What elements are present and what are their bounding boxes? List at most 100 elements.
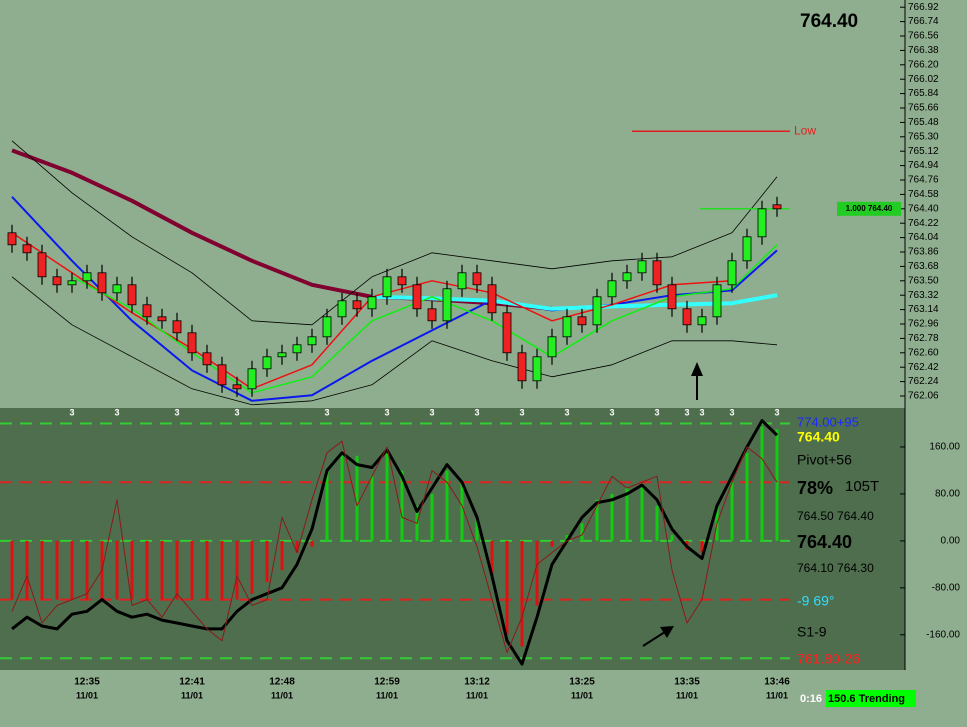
- side-label: 78%: [797, 478, 833, 498]
- histogram-bar: [430, 493, 434, 541]
- candle-body: [322, 316, 332, 338]
- histogram-bar: [760, 426, 764, 541]
- indicator-line: [11, 196, 778, 402]
- plot-layer: 766.92 766.74 766.56 766.38 766.20 766.02 765.…: [0, 2, 960, 707]
- candle-body: [52, 276, 62, 286]
- x-tick-label: 12:48: [269, 677, 295, 688]
- y-tick-label: 764.58: [908, 189, 939, 200]
- side-label: 764.40: [797, 429, 840, 445]
- status-time: 0:16: [800, 693, 822, 705]
- histogram-bar: [25, 540, 29, 600]
- histogram-bar: [40, 540, 44, 600]
- arrow-head: [660, 626, 674, 638]
- histogram-bar: [670, 535, 674, 541]
- y-tick-label: 765.30: [908, 131, 939, 142]
- y-tick-label: 762.42: [908, 362, 939, 373]
- histogram-bar: [265, 540, 269, 582]
- histogram-bar: [625, 488, 629, 541]
- y-tick-label: 765.66: [908, 103, 939, 114]
- candle-body: [187, 332, 197, 354]
- histogram-bar: [490, 540, 494, 577]
- candle-body: [457, 272, 467, 290]
- side-label: 774.00+95: [797, 414, 859, 429]
- candle-body: [82, 272, 92, 282]
- candle-body: [157, 316, 167, 322]
- candle-body: [607, 280, 617, 298]
- side-label: 764.40: [797, 532, 852, 552]
- y-tick-label: 762.96: [908, 319, 939, 330]
- y-tick-label: 764.40: [908, 203, 939, 214]
- bar-marker: 3: [564, 407, 569, 417]
- side-label: 764.10 764.30: [797, 561, 874, 575]
- histogram-bar: [205, 540, 209, 600]
- candle-body: [502, 312, 512, 354]
- histogram-bar: [220, 540, 224, 600]
- side-label: 764.50 764.40: [797, 509, 874, 523]
- histogram-bar: [520, 540, 524, 647]
- bar-marker: 3: [234, 407, 239, 417]
- histogram-bar: [550, 540, 554, 547]
- histogram-bar: [295, 540, 299, 553]
- bar-marker: 3: [384, 407, 389, 417]
- bar-marker: 3: [654, 407, 659, 417]
- candle-body: [637, 260, 647, 274]
- bar-marker: 3: [774, 407, 779, 417]
- level-label: Low: [794, 123, 816, 137]
- y-tick-label: 80.00: [935, 489, 960, 500]
- histogram-bar: [445, 470, 449, 541]
- histogram-bar: [250, 540, 254, 594]
- histogram-bar: [340, 452, 344, 541]
- candle-body: [757, 208, 767, 238]
- y-tick-label: 766.92: [908, 2, 939, 13]
- y-tick-label: 766.56: [908, 31, 939, 42]
- y-tick-label: 765.48: [908, 117, 939, 128]
- candle-body: [772, 204, 782, 210]
- y-tick-label: 160.00: [929, 442, 960, 453]
- candle-body: [127, 284, 137, 306]
- histogram-bar: [115, 540, 119, 600]
- histogram-bar: [235, 540, 239, 600]
- histogram-bar: [310, 540, 314, 547]
- bar-marker: 3: [324, 407, 329, 417]
- x-tick-label: 13:25: [569, 677, 595, 688]
- y-tick-label: 766.38: [908, 45, 939, 56]
- side-label: 761.80-26: [797, 651, 860, 667]
- candle-body: [577, 316, 587, 326]
- indicator-line: [11, 276, 778, 406]
- candle-body: [7, 232, 17, 246]
- x-date-label: 11/01: [766, 690, 788, 700]
- x-date-label: 11/01: [571, 690, 593, 700]
- y-tick-label: 766.20: [908, 59, 939, 70]
- histogram-bar: [565, 535, 569, 541]
- bar-marker: 3: [519, 407, 524, 417]
- candle-body: [97, 272, 107, 294]
- bar-marker: 3: [699, 407, 704, 417]
- y-tick-label: 763.50: [908, 275, 939, 286]
- candle-body: [622, 272, 632, 282]
- candle-body: [247, 368, 257, 390]
- candle-body: [592, 296, 602, 326]
- bar-marker: 3: [429, 407, 434, 417]
- candle-body: [697, 316, 707, 326]
- candle-body: [532, 356, 542, 382]
- candle-body: [412, 284, 422, 310]
- x-tick-label: 12:41: [179, 677, 205, 688]
- y-tick-label: 764.22: [908, 218, 939, 229]
- x-tick-label: 12:59: [374, 677, 400, 688]
- y-tick-label: 764.94: [908, 160, 939, 171]
- x-tick-label: 13:12: [464, 677, 490, 688]
- histogram-bar: [505, 540, 509, 635]
- candle-body: [472, 272, 482, 286]
- x-date-label: 11/01: [181, 690, 203, 700]
- candle-body: [382, 276, 392, 298]
- x-date-label: 11/01: [271, 690, 293, 700]
- side-label: -9 69°: [797, 593, 835, 609]
- y-tick-label: 0.00: [941, 536, 961, 547]
- candle-body: [442, 288, 452, 322]
- histogram-bar: [370, 476, 374, 541]
- oscillator-panel: [0, 408, 905, 670]
- histogram-bar: [385, 452, 389, 541]
- y-tick-label: 762.24: [908, 376, 939, 387]
- candle-body: [682, 308, 692, 326]
